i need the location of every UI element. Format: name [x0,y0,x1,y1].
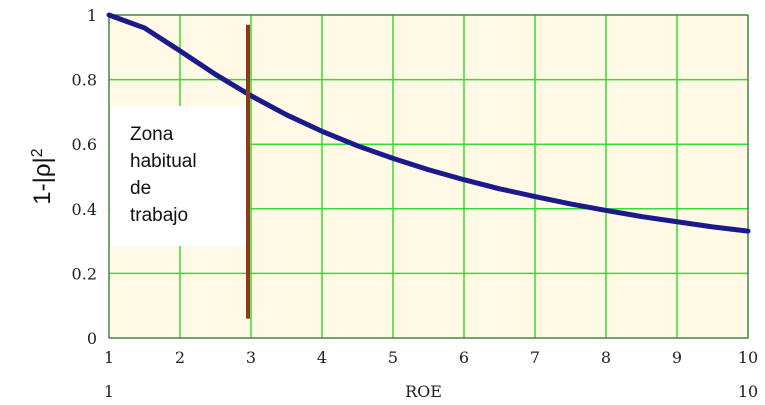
x-tick-label: 6 [459,348,469,367]
y-axis-label-base: 1-|ρ| [29,157,56,204]
y-axis-label: 1-|ρ|2 [29,148,57,204]
x-tick-label: 8 [601,348,611,367]
y-tick-label: 1 [87,6,97,25]
x-axis-label: ROE [405,382,442,401]
series-group [106,12,751,234]
x-tick-label: 3 [246,348,256,367]
y-tick-label: 0.2 [72,264,97,283]
annotation: Zona habitual de trabajo [130,124,197,226]
x-range-start-label: 1 [104,382,114,401]
annotation-line: Zona [130,124,174,145]
x-range-end-label: 10 [738,382,758,401]
y-tick-label: 0.6 [72,135,97,154]
x-tick-label: 9 [672,348,682,367]
annotation-box [110,106,248,246]
annotation-line: trabajo [130,205,188,226]
x-tick-label: 2 [175,348,185,367]
x-tick-label: 4 [317,348,327,367]
plot-border [108,14,749,339]
annotation-line: de [130,178,151,199]
x-tick-label: 1 [104,348,114,367]
annotation-line: habitual [130,151,197,172]
series-line [106,12,751,234]
y-tick-label: 0 [87,329,97,348]
x-tick-label: 5 [388,348,398,367]
x-axis-ticks: 1 2 3 4 5 6 7 8 9 10 [104,348,758,367]
x-tick-label: 10 [738,348,758,367]
y-axis-label-exponent: 2 [29,148,46,157]
y-tick-label: 0.8 [72,71,97,90]
x-tick-label: 7 [530,348,540,367]
y-axis-ticks: 0 0.2 0.4 0.6 0.8 1 [72,6,97,348]
y-tick-label: 0.4 [72,200,97,219]
